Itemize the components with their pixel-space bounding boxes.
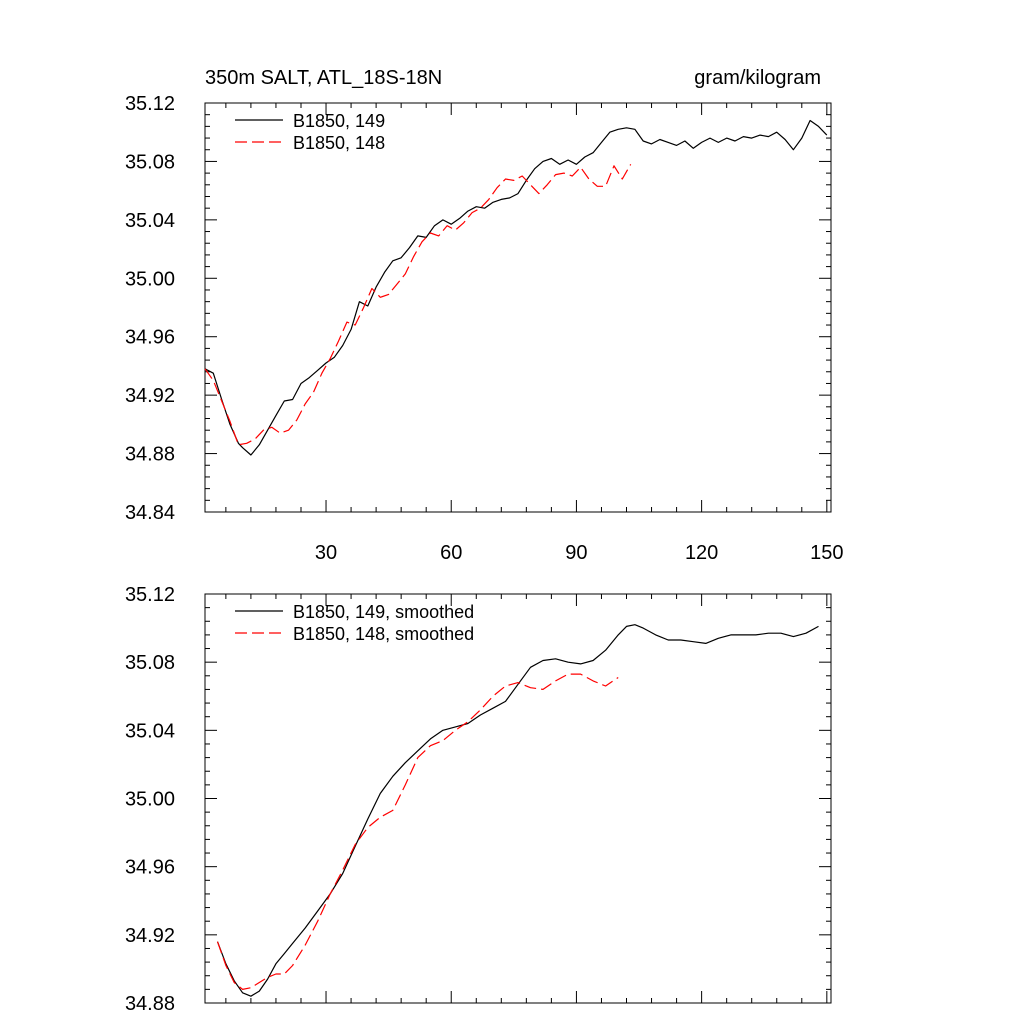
y-tick-label: 34.96	[125, 857, 175, 879]
y-tick-label: 35.00	[125, 268, 175, 290]
chart-title-right: gram/kilogram	[694, 67, 821, 89]
y-tick-label: 34.84	[125, 502, 175, 524]
x-tick-label: 150	[810, 542, 843, 564]
series-line-1	[204, 119, 828, 456]
legend-label-1: B1850, 149, smoothed	[293, 602, 474, 622]
x-tick-label: 90	[565, 542, 587, 564]
series-line-2	[216, 673, 619, 991]
legend-label-2: B1850, 148	[293, 133, 385, 153]
chart-title-left: 350m SALT, ATL_18S-18N	[205, 67, 442, 89]
legend-label-2: B1850, 148, smoothed	[293, 624, 474, 644]
y-tick-label: 34.92	[125, 925, 175, 947]
bottom-panel: 34.88 34.92 34.96 35.00 35.04 35.08 35.12 B1850…	[125, 584, 832, 1015]
y-tick-label: 34.88	[125, 444, 175, 466]
x-tick-label: 30	[315, 542, 337, 564]
y-tick-label: 34.88	[125, 993, 175, 1015]
series-line-1	[216, 624, 819, 997]
series-line-2	[204, 164, 632, 446]
y-tick-label: 35.04	[125, 210, 175, 232]
y-tick-label: 35.04	[125, 720, 175, 742]
x-tick-label: 60	[440, 542, 462, 564]
y-tick-label: 35.08	[125, 151, 175, 173]
y-tick-label: 35.00	[125, 789, 175, 811]
legend-label-1: B1850, 149	[293, 111, 385, 131]
y-tick-label: 35.08	[125, 652, 175, 674]
y-tick-label: 35.12	[125, 93, 175, 115]
plot-frame	[204, 593, 832, 1004]
y-tick-label: 35.12	[125, 584, 175, 606]
plot-frame	[204, 102, 832, 513]
x-tick-label: 120	[685, 542, 718, 564]
y-tick-label: 34.92	[125, 385, 175, 407]
top-panel: 30 60 90 120 150 34.84 34.88 34.92 34.96 35.00 35.…	[125, 67, 844, 564]
y-tick-label: 34.96	[125, 327, 175, 349]
